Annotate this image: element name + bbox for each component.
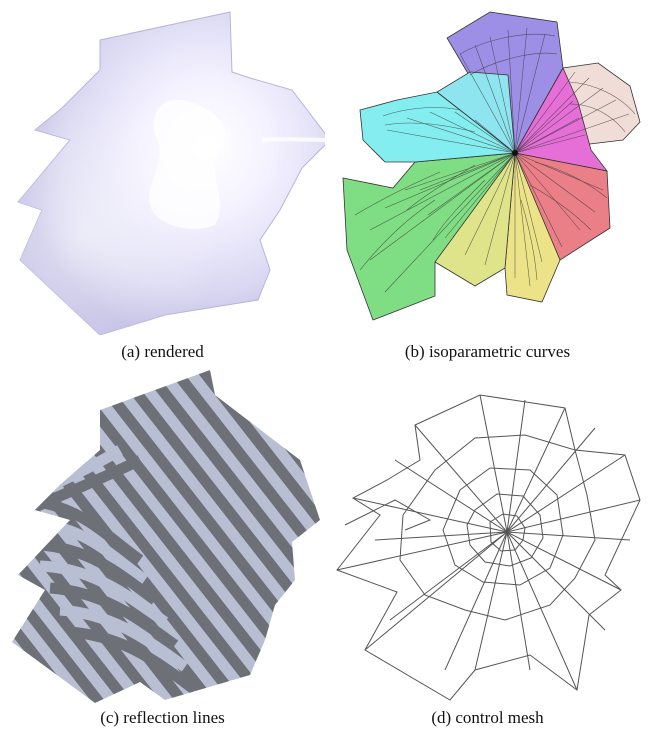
reflection-lines-image [12,370,320,703]
rendered-surface-panel [0,0,325,335]
caption-d: (d) control mesh [431,708,544,727]
caption-a: (a) rendered [121,342,204,361]
caption-b: (b) isoparametric curves [404,342,571,361]
isoparametric-image [342,11,641,321]
control-mesh-panel [325,370,650,705]
reflection-lines-panel [0,370,325,705]
control-mesh-image [336,394,641,701]
caption-c: (c) reflection lines [100,708,225,727]
isoparametric-panel [325,0,650,335]
rendered-surface-image [17,11,325,335]
